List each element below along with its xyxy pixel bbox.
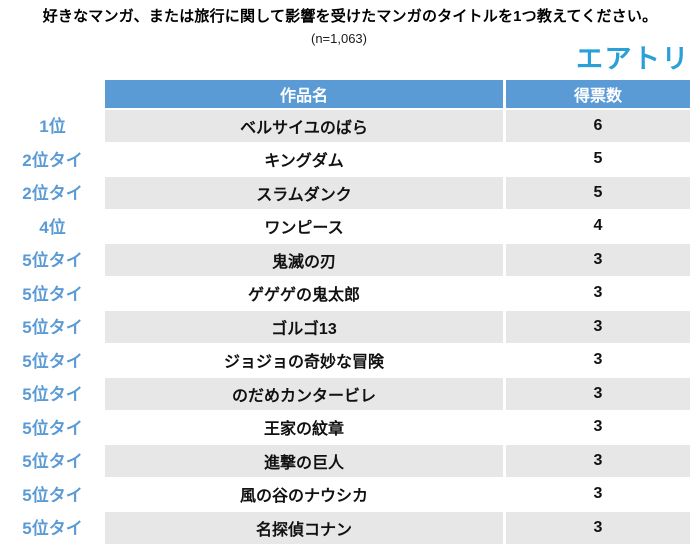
votes-cell: 3 — [503, 242, 690, 276]
rank-label: 5位タイ — [22, 519, 83, 539]
votes-cell: 6 — [503, 108, 690, 142]
table-row: 1位 ベルサイユのばら 6 — [0, 108, 690, 142]
table-row: 2位タイ キングダム 5 — [0, 141, 690, 175]
work-name-cell: ジョジョの奇妙な冒険 — [105, 342, 503, 376]
rank-label: 5位タイ — [22, 418, 83, 438]
table-row: 5位タイ ゴルゴ13 3 — [0, 309, 690, 343]
votes-cell: 3 — [503, 510, 690, 544]
votes-cell: 3 — [503, 376, 690, 410]
votes-cell: 3 — [503, 309, 690, 343]
table-header-row: 作品名 得票数 — [0, 80, 690, 108]
work-name-cell: ゴルゴ13 — [105, 309, 503, 343]
rank-label: 5位タイ — [22, 318, 83, 338]
rank-label: 5位タイ — [22, 385, 83, 405]
table-row: 5位タイ 進撃の巨人 3 — [0, 443, 690, 477]
table-row: 5位タイ 鬼滅の刃 3 — [0, 242, 690, 276]
column-header-work: 作品名 — [105, 80, 503, 108]
brand-logo: エアトリ — [576, 44, 690, 74]
rank-label: 2位タイ — [22, 184, 83, 204]
votes-cell: 3 — [503, 275, 690, 309]
rank-label: 1位 — [39, 117, 66, 137]
votes-cell: 5 — [503, 141, 690, 175]
rank-label: 4位 — [39, 217, 66, 237]
column-header-votes: 得票数 — [503, 80, 690, 108]
table-row: 5位タイ ゲゲゲの鬼太郎 3 — [0, 275, 690, 309]
table-row: 4位 ワンピース 4 — [0, 208, 690, 242]
rank-label: 5位タイ — [22, 485, 83, 505]
work-name-cell: キングダム — [105, 141, 503, 175]
sample-size: (n=1,063) — [310, 31, 367, 46]
votes-cell: 5 — [503, 175, 690, 209]
rank-label: 2位タイ — [22, 150, 83, 170]
work-name-cell: ワンピース — [105, 208, 503, 242]
votes-cell: 3 — [503, 476, 690, 510]
work-name-cell: ゲゲゲの鬼太郎 — [105, 275, 503, 309]
table-row: 2位タイ スラムダンク 5 — [0, 175, 690, 209]
table-row: 5位タイ 風の谷のナウシカ 3 — [0, 476, 690, 510]
work-name-cell: 王家の紋章 — [105, 409, 503, 443]
ranking-table: 作品名 得票数 1位 ベルサイユのばら 6 2位タイ キングダム 5 2位タイ … — [0, 80, 690, 544]
table-row: 5位タイ 名探偵コナン 3 — [0, 510, 690, 544]
rank-label: 5位タイ — [22, 452, 83, 472]
votes-cell: 3 — [503, 443, 690, 477]
votes-cell: 4 — [503, 208, 690, 242]
rank-label: 5位タイ — [22, 284, 83, 304]
page-title: 好きなマンガ、または旅行に関して影響を受けたマンガのタイトルを1つ教えてください… — [42, 8, 658, 25]
rank-label: 5位タイ — [22, 351, 83, 371]
rank-gutter-spacer — [0, 80, 105, 108]
table-row: 5位タイ ジョジョの奇妙な冒険 3 — [0, 342, 690, 376]
votes-cell: 3 — [503, 409, 690, 443]
work-name-cell: 名探偵コナン — [105, 510, 503, 544]
work-name-cell: 風の谷のナウシカ — [105, 476, 503, 510]
work-name-cell: ベルサイユのばら — [105, 108, 503, 142]
table-row: 5位タイ のだめカンタービレ 3 — [0, 376, 690, 410]
work-name-cell: 進撃の巨人 — [105, 443, 503, 477]
work-name-cell: 鬼滅の刃 — [105, 242, 503, 276]
work-name-cell: スラムダンク — [105, 175, 503, 209]
rank-label: 5位タイ — [22, 251, 83, 271]
votes-cell: 3 — [503, 342, 690, 376]
work-name-cell: のだめカンタービレ — [105, 376, 503, 410]
table-row: 5位タイ 王家の紋章 3 — [0, 409, 690, 443]
